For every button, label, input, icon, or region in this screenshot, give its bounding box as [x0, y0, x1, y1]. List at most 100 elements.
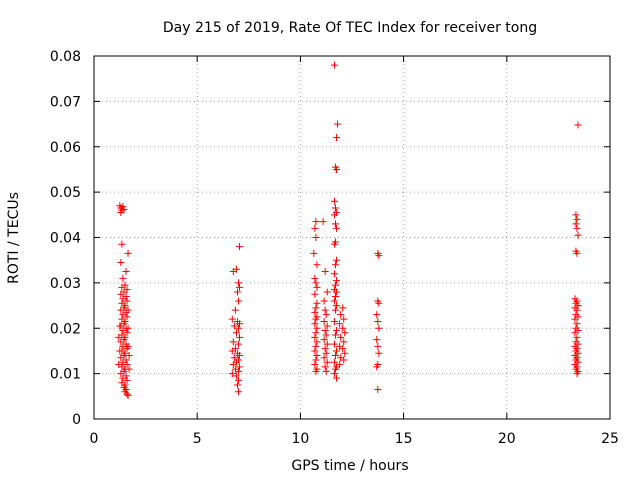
y-tick-label: 0.05: [50, 185, 81, 201]
data-point: [118, 240, 126, 248]
data-point: [571, 329, 579, 337]
data-point: [334, 120, 342, 128]
data-point: [125, 351, 133, 359]
data-point: [311, 308, 319, 316]
data-point: [123, 361, 131, 369]
data-point: [234, 340, 242, 348]
data-point: [321, 345, 329, 353]
data-point: [573, 320, 581, 328]
data-point: [312, 356, 320, 364]
data-point: [573, 215, 581, 223]
data-point: [330, 370, 338, 378]
data-point: [321, 363, 329, 371]
data-point: [312, 329, 320, 337]
data-point: [333, 165, 341, 173]
data-point: [236, 363, 244, 371]
data-point: [331, 204, 339, 212]
data-point: [312, 234, 320, 241]
data-point: [117, 370, 125, 378]
data-point: [236, 320, 244, 328]
data-point: [119, 358, 127, 366]
data-point: [313, 324, 321, 332]
data-point: [320, 297, 328, 305]
data-point: [337, 311, 345, 319]
data-point: [123, 329, 131, 337]
data-point: [311, 347, 319, 355]
data-point: [331, 306, 339, 314]
data-point: [116, 347, 124, 355]
y-tick-label: 0.07: [50, 94, 81, 110]
x-axis-label: GPS time / hours: [291, 458, 408, 474]
data-point: [124, 391, 132, 399]
data-point: [573, 333, 581, 341]
data-point: [323, 340, 331, 348]
data-point: [339, 345, 347, 353]
data-point: [119, 327, 127, 335]
data-point: [124, 324, 132, 332]
data-point: [312, 367, 320, 375]
data-point: [236, 243, 244, 251]
data-point: [373, 336, 381, 344]
x-tick-label: 15: [395, 431, 413, 447]
data-point: [313, 261, 321, 269]
data-point: [572, 211, 580, 219]
data-point: [331, 331, 339, 339]
data-point: [117, 338, 125, 346]
data-point: [375, 299, 383, 307]
data-point: [321, 268, 329, 276]
data-point: [311, 290, 319, 298]
data-point: [311, 333, 319, 341]
data-point: [312, 315, 320, 323]
data-point: [229, 361, 237, 369]
data-point: [333, 134, 341, 142]
data-point: [333, 277, 341, 285]
data-point: [330, 61, 338, 69]
y-tick-label: 0.04: [50, 231, 81, 247]
data-point: [322, 367, 330, 375]
data-point: [230, 354, 238, 362]
data-point: [321, 306, 329, 314]
data-point: [322, 331, 330, 339]
data-point: [322, 311, 330, 319]
data-point: [339, 304, 347, 312]
data-point: [228, 315, 236, 323]
data-point: [341, 349, 349, 357]
data-point: [375, 252, 383, 260]
data-point: [330, 340, 338, 348]
data-point: [124, 342, 132, 350]
data-point: [312, 304, 320, 312]
data-point: [313, 338, 321, 346]
data-point: [124, 306, 132, 314]
data-point: [322, 349, 330, 357]
data-point: [323, 358, 331, 366]
data-point: [230, 322, 238, 330]
data-point: [375, 324, 383, 332]
plot-frame: [93, 55, 611, 420]
data-point: [330, 211, 338, 219]
data-point: [229, 338, 237, 346]
data-point: [330, 240, 338, 248]
data-point: [573, 224, 581, 232]
data-point: [232, 265, 240, 273]
data-point: [234, 279, 242, 287]
data-point: [311, 320, 319, 328]
data-point: [116, 322, 124, 330]
data-point: [341, 329, 349, 337]
data-point: [123, 390, 131, 398]
y-axis-label: ROTI / TECUs: [6, 192, 22, 284]
data-point: [236, 351, 244, 359]
data-point: [331, 351, 339, 359]
data-point: [331, 220, 339, 228]
data-point: [336, 320, 344, 328]
data-point: [310, 249, 318, 257]
data-point: [232, 372, 240, 380]
data-point: [228, 370, 236, 378]
data-point: [123, 297, 131, 305]
x-tick-label: 0: [90, 431, 99, 447]
data-point: [339, 324, 347, 332]
x-tick-label: 5: [193, 431, 202, 447]
data-point: [330, 358, 338, 366]
data-point: [312, 342, 320, 350]
data-point: [333, 288, 341, 296]
